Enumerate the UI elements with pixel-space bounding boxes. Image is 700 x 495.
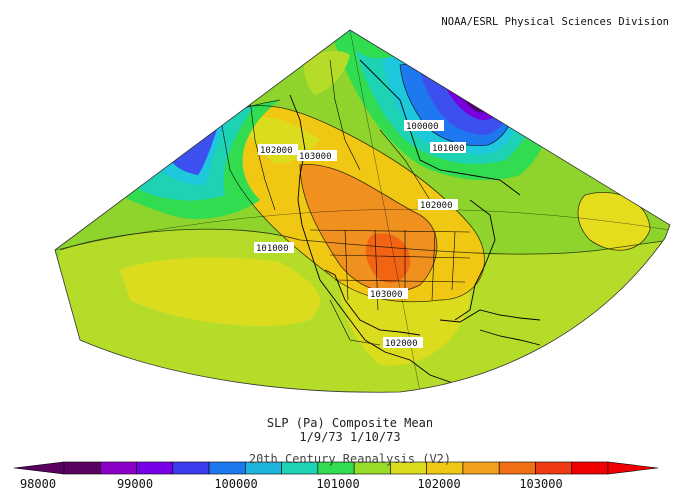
contour-label: 103000 bbox=[299, 152, 332, 162]
contour-label-bg bbox=[297, 150, 337, 161]
field-yellowgreen-arctic bbox=[303, 50, 350, 95]
contour-label-bg bbox=[430, 142, 466, 153]
colorbar-tick-label: 101000 bbox=[316, 477, 360, 491]
contour-label-bg bbox=[254, 242, 294, 253]
colorbar-cells bbox=[13, 461, 659, 475]
political-borders bbox=[249, 59, 471, 346]
colorbar-tick-label: 103000 bbox=[519, 477, 563, 491]
colorbar-tick-label: 100000 bbox=[214, 477, 258, 491]
contour-label: 101000 bbox=[256, 244, 289, 254]
field-darkorange-core bbox=[365, 233, 411, 283]
colorbar-tick-label: 99000 bbox=[116, 477, 154, 491]
field-yellow-pacific bbox=[120, 257, 320, 327]
colorbar bbox=[13, 461, 659, 475]
colorbar-tick-label: 98000 bbox=[19, 477, 57, 491]
contour-label-bg bbox=[258, 144, 298, 155]
contour-label: 102000 bbox=[420, 201, 453, 211]
contour-label: 100000 bbox=[406, 122, 439, 132]
credit-text: NOAA/ESRL Physical Sciences Division bbox=[441, 16, 669, 28]
contour-label-group: 100000 101000 102000 103000 101000 10200… bbox=[254, 120, 466, 349]
caption-title: SLP (Pa) Composite Mean bbox=[266, 416, 434, 430]
contour-label: 101000 bbox=[432, 144, 465, 154]
contour-label: 103000 bbox=[370, 290, 403, 300]
contour-label: 102000 bbox=[385, 339, 418, 349]
caption-dataset: 20th Century Reanalysis (V2) bbox=[248, 452, 452, 466]
field-yellow-atlantic bbox=[578, 192, 650, 251]
colorbar-arrow-right bbox=[607, 461, 659, 475]
contour-label-bg bbox=[418, 199, 458, 210]
contour-label-bg bbox=[383, 337, 423, 348]
contour-label-bg bbox=[404, 120, 444, 131]
colorbar-tick-label: 102000 bbox=[417, 477, 461, 491]
contour-label: 102000 bbox=[260, 146, 293, 156]
contour-label-bg bbox=[368, 288, 408, 299]
coastlines bbox=[289, 59, 541, 389]
caption-dates: 1/9/73 1/10/73 bbox=[299, 430, 401, 444]
map-border bbox=[54, 29, 671, 393]
